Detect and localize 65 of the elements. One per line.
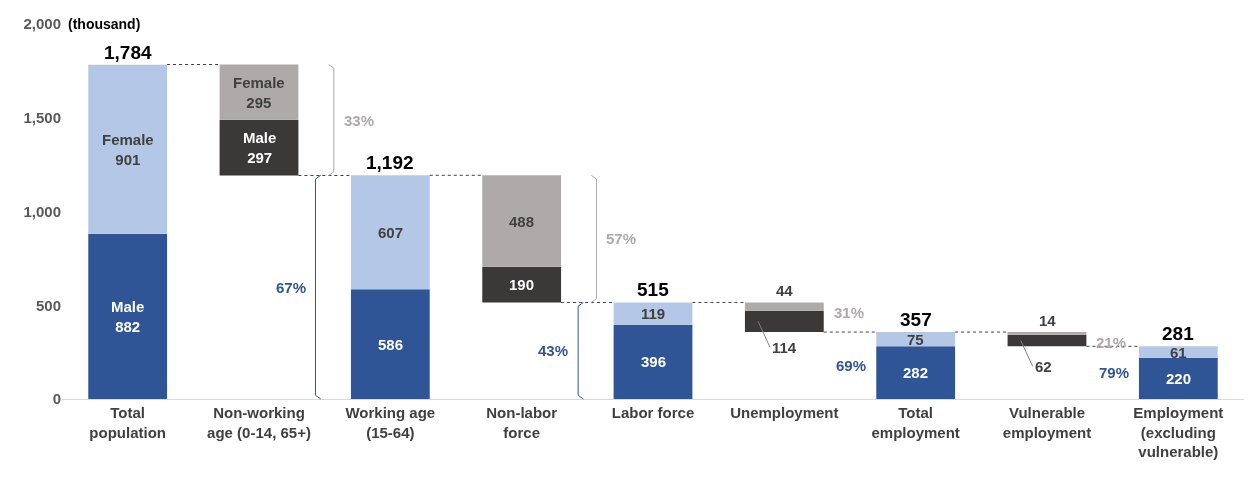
data-label: 297: [247, 148, 273, 166]
x-tick-label: Non-working age (0-14, 65+): [207, 404, 311, 441]
y-tick-label: 2,000: [23, 15, 61, 33]
data-label: 220: [1166, 370, 1192, 387]
bar: [350, 289, 430, 399]
annotation: 67%: [276, 279, 307, 296]
total-label: 281: [1162, 323, 1195, 344]
x-tick-label: Total population: [89, 404, 166, 441]
data-label: 14: [1039, 312, 1057, 329]
y-tick-label: 1,000: [23, 202, 61, 220]
data-label: 295: [246, 93, 272, 111]
bar: [350, 175, 430, 290]
bar: [88, 64, 168, 234]
series-label: Male: [243, 129, 277, 146]
text: Female: [102, 131, 154, 148]
bar: [744, 302, 824, 311]
y-tick-label: 500: [35, 296, 61, 314]
data-label: 882: [115, 317, 141, 335]
bar: [88, 233, 168, 399]
data-label: 190: [509, 276, 535, 293]
bar: [482, 175, 562, 267]
x-tick-label: Vulnerable employment: [1002, 404, 1092, 441]
annotation: 33%: [344, 112, 375, 129]
data-label: 75: [907, 331, 924, 348]
bar: [1138, 357, 1218, 399]
data-label: 396: [641, 353, 667, 370]
bar: [876, 332, 956, 347]
data-label: 282: [903, 364, 929, 381]
data-label: 119: [641, 305, 666, 322]
annotation: 21%: [1096, 334, 1127, 351]
data-label: 607: [378, 224, 404, 241]
total-label: 1,192: [366, 152, 414, 173]
data-label: 44: [776, 282, 794, 299]
x-tick-label: Working age (15-64): [345, 404, 436, 441]
data-label: 114: [772, 339, 797, 356]
data-label: 488: [509, 213, 535, 230]
data-label: 62: [1035, 358, 1052, 375]
annotation: 43%: [538, 342, 569, 359]
data-label: 901: [115, 150, 141, 168]
y-axis-title: (thousand): [68, 16, 141, 32]
annotation: 57%: [606, 230, 637, 247]
bar: [1007, 332, 1087, 335]
bar: [482, 266, 562, 303]
data-label: 61: [1170, 344, 1187, 361]
bar: [1138, 346, 1218, 358]
total-label: 357: [900, 309, 932, 330]
x-tick-label: Non-labor force: [486, 404, 558, 441]
x-tick-label: Employment (excluding vulnerable): [1133, 404, 1224, 460]
total-label: 515: [637, 279, 670, 300]
bar: [613, 302, 693, 325]
bar: [1007, 334, 1087, 347]
total-label: 1,784: [104, 42, 152, 63]
annotation: 31%: [834, 304, 865, 321]
text: Male: [111, 298, 145, 315]
annotation: 69%: [836, 357, 867, 374]
y-tick-label: 1,500: [23, 109, 61, 126]
bar: [613, 324, 693, 399]
x-tick-label: Total employment: [871, 404, 960, 441]
y-tick-label: 0: [52, 390, 61, 408]
x-tick-label: Unemployment: [730, 404, 839, 421]
annotation: 79%: [1099, 364, 1130, 381]
bar: [876, 346, 956, 399]
data-label: 586: [378, 336, 404, 353]
x-tick-label: Labor force: [611, 404, 695, 421]
series-label: Female: [233, 74, 285, 91]
